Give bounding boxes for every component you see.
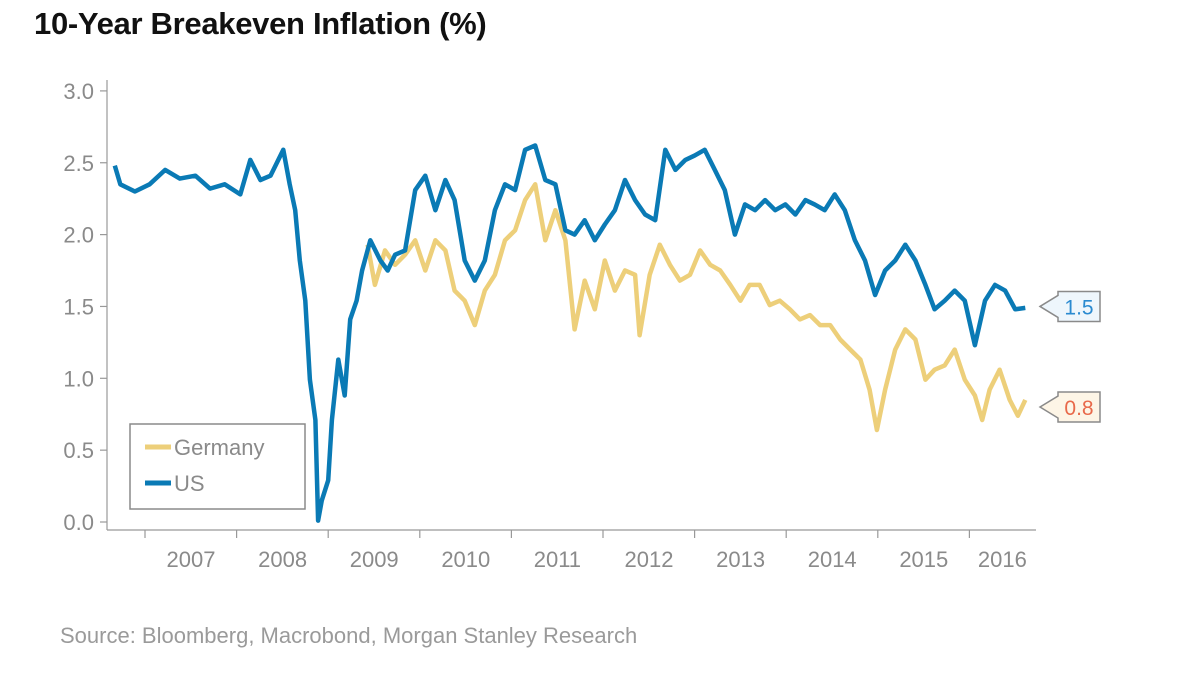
x-tick-label: 2009 [350,547,399,572]
x-tick-label: 2012 [625,547,674,572]
x-tick-label: 2011 [534,547,581,572]
end-label-germany: 0.8 [1064,397,1093,420]
x-tick-label: 2010 [441,547,490,572]
end-label-us: 1.5 [1064,296,1093,319]
x-tick-label: 2015 [899,547,948,572]
legend-label-germany: Germany [174,435,264,460]
legend-label-us: US [174,471,205,496]
source-note: Source: Bloomberg, Macrobond, Morgan Sta… [60,623,638,648]
y-tick-label: 0.5 [63,438,94,463]
end-label-callout-us [1038,290,1101,323]
y-tick-label: 0.0 [63,510,94,535]
end-label-callout-germany [1038,391,1101,423]
series-line-us [112,143,1026,523]
series-line-germany [365,182,1028,433]
y-tick-label: 2.0 [63,223,94,248]
x-tick-label: 2007 [167,547,216,572]
y-tick-label: 1.0 [63,366,94,391]
x-tick-label: 2014 [808,547,857,572]
legend: Germany US [129,423,306,510]
y-tick-label: 1.5 [63,294,94,319]
chart-title: 10-Year Breakeven Inflation (%) [34,6,487,41]
x-tick-label: 2016 [978,547,1027,572]
y-tick-label: 2.5 [63,151,94,176]
y-tick-label: 3.0 [63,79,94,104]
x-tick-label: 2008 [258,547,307,572]
x-tick-label: 2013 [716,547,765,572]
